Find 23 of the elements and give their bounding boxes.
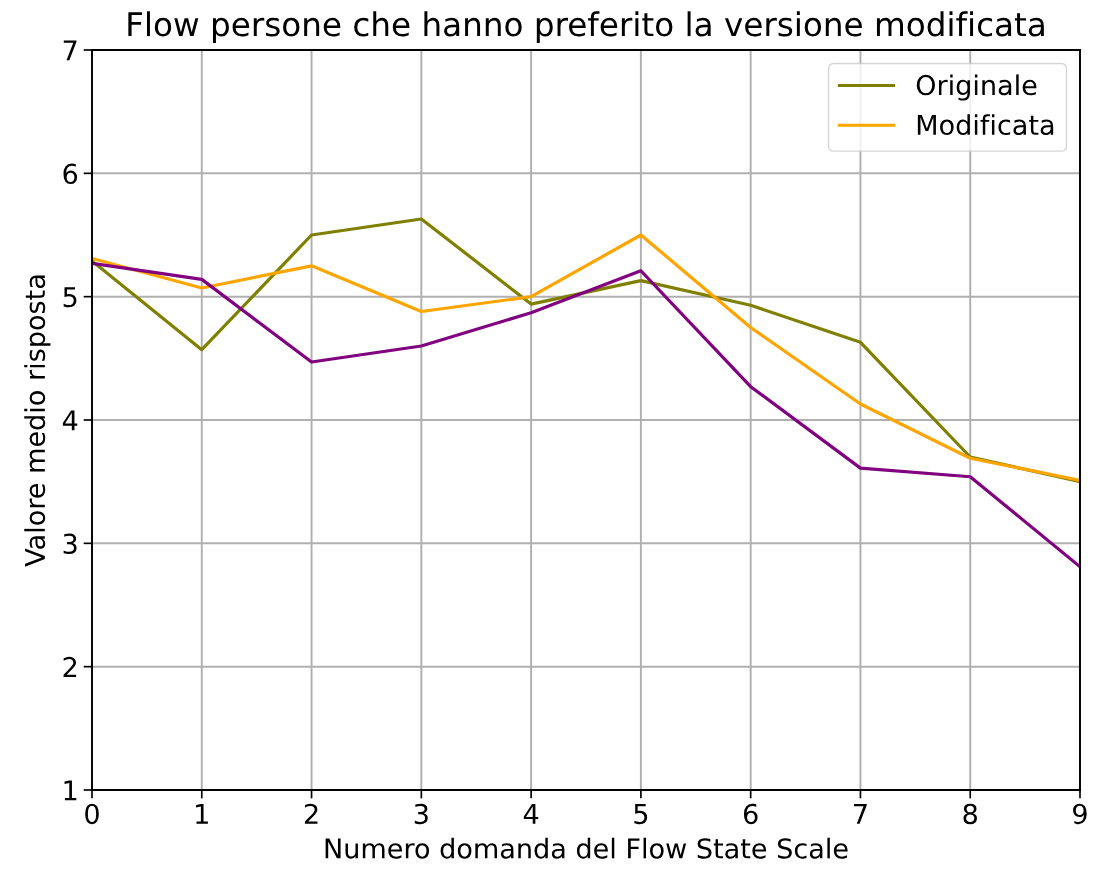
y-tick-label: 4 xyxy=(62,410,78,431)
x-tick-label: 3 xyxy=(414,803,428,825)
chart-title: Flow persone che hanno preferito la versione modificata xyxy=(128,11,1044,43)
y-tick-label: 3 xyxy=(63,533,77,555)
y-tick-label: 5 xyxy=(63,287,77,308)
y-tick-label: 7 xyxy=(63,40,77,61)
x-tick-label: 9 xyxy=(1073,803,1087,825)
x-tick-label: 0 xyxy=(85,803,99,825)
x-tick-label: 2 xyxy=(304,803,318,824)
y-tick-label: 2 xyxy=(63,656,77,677)
x-tick-label: 8 xyxy=(963,803,977,825)
x-axis-title: Numero domanda del Flow State Scale xyxy=(325,837,848,859)
x-tick-label: 1 xyxy=(196,804,208,824)
y-axis-title: Valore medio risposta xyxy=(24,275,51,567)
x-tick-label: 7 xyxy=(854,804,867,824)
legend-label: Originale xyxy=(916,74,1037,101)
line-series xyxy=(92,261,1080,569)
x-tick-label: 4 xyxy=(523,804,539,824)
y-tick-label: 1 xyxy=(64,780,77,801)
y-tick-label: 6 xyxy=(63,163,78,185)
x-tick-label: 5 xyxy=(634,804,648,825)
x-tick-label: 6 xyxy=(743,803,758,825)
legend-label: Modificata xyxy=(917,114,1054,136)
